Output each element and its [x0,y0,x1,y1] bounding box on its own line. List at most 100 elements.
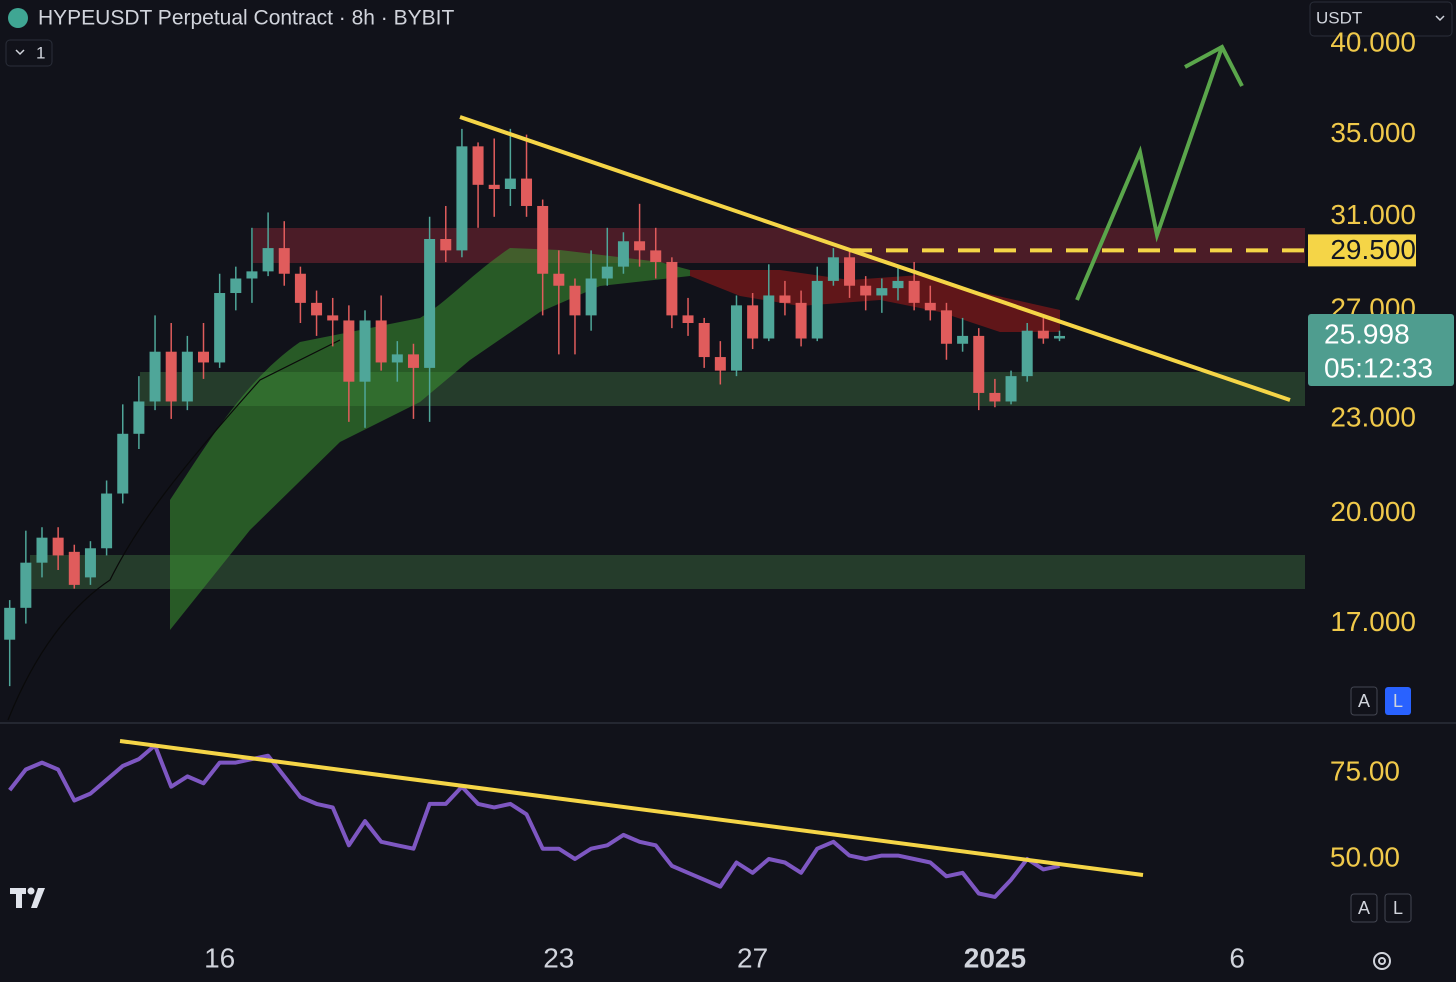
chevron [1435,15,1445,22]
candle-body [391,354,403,363]
candle-body [795,302,807,339]
candle-body [359,320,371,382]
candle-body [84,548,96,578]
rsi-line [8,743,1060,899]
candle-body [811,280,823,339]
candle-body [924,302,936,311]
last-price-box [1308,313,1454,386]
auto-button-text: A [1358,691,1370,711]
candle-body [585,278,597,316]
auto-button-text: A [1358,898,1370,918]
candle-body [569,285,581,316]
candle-body [407,354,419,368]
candle-body [876,288,888,296]
interval-text: 1 [36,43,45,62]
candle-body [311,302,323,316]
candle-body [246,271,258,279]
candle-body [1054,335,1066,339]
candle-body [827,257,839,281]
chevron [15,49,25,56]
candle-body [682,315,694,324]
last-price-label: 25.998 [1324,318,1410,349]
candle-body [844,257,856,286]
candle-body [262,248,274,272]
candle-body [666,261,678,316]
candle-body [908,280,920,303]
rsi-trendline [119,739,1144,877]
candle-body [989,392,1001,402]
rsi-tick-label: 75.00 [1330,755,1400,786]
candle-body [68,551,80,585]
y-tick-label: 23.000 [1330,401,1416,432]
arrow-head [1184,44,1244,87]
candle-body [440,239,452,251]
trend-ribbon-up [170,248,690,630]
candle-body [52,537,64,556]
candle-body [488,184,500,189]
candle-body [779,295,791,303]
rsi-pane [8,743,1060,899]
candle-body [343,320,355,382]
candle-body [327,315,339,321]
candle-body [375,320,387,363]
currency-text: USDT [1316,8,1362,27]
y-tick-label: 35.000 [1330,117,1416,148]
auto-button[interactable] [1350,893,1378,923]
symbol-logo [8,8,28,28]
x-tick-label: 23 [543,942,574,973]
candle-body [4,607,16,640]
y-tick-label: 40.000 [1330,27,1416,58]
candle-body [198,351,210,363]
tv-logo [10,887,45,908]
countdown-label: 05:12:33 [1324,352,1433,383]
y-tick-label: 31.000 [1330,199,1416,230]
candle-body [424,239,436,368]
price-line-label-bg [1308,234,1416,267]
candle-body [20,562,32,608]
auto-button[interactable] [1350,686,1378,716]
support-zone-lower [30,555,1305,589]
resistance-zone [253,228,1305,263]
candle-body [294,273,306,303]
price-line-label: 29.500 [1330,234,1416,265]
candle-body [278,248,290,274]
candle-body [714,357,726,371]
candle-body [165,351,177,402]
candles [4,128,1066,687]
y-tick-label: 20.000 [1330,496,1416,527]
interval-badge[interactable] [5,39,53,67]
candle-body [553,273,565,286]
log-button[interactable] [1384,893,1412,923]
candle-body [940,310,952,344]
candle-body [117,433,129,494]
candle-body [747,305,759,339]
currency-dropdown[interactable] [1309,1,1453,37]
candle-body [860,285,872,296]
x-tick-label: 6 [1229,942,1245,973]
candle-body [537,205,549,274]
log-button-text: L [1393,898,1403,918]
trend-ribbon-down [690,270,1060,332]
candle-body [973,335,985,393]
x-tick-label: 27 [737,942,768,973]
candle-body [634,241,646,251]
y-tick-label: 17.000 [1330,606,1416,637]
log-button-text: L [1393,691,1403,711]
settings-icon[interactable] [1373,952,1391,970]
candle-body [601,266,613,279]
candle-body [730,305,742,371]
log-button[interactable] [1385,687,1411,715]
candle-body [1021,330,1033,377]
x-tick-label: 16 [204,942,235,973]
candle-body [650,250,662,262]
candle-body [214,293,226,363]
rsi-tick-label: 50.00 [1330,841,1400,872]
candle-body [957,335,969,344]
candle-body [36,537,48,563]
candle-body [617,241,629,267]
candle-body [456,146,468,251]
candle-body [472,146,484,185]
candle-body [504,178,516,189]
candle-body [133,401,145,434]
